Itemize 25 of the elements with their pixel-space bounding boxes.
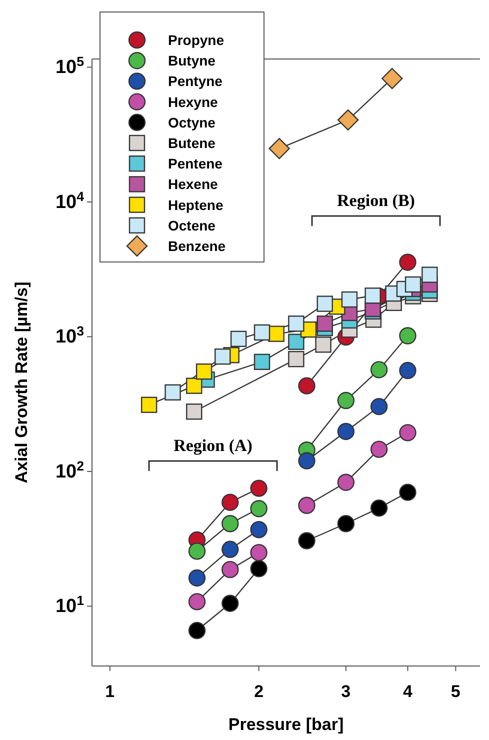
legend-label: Butene xyxy=(168,135,216,151)
legend-label: Pentyne xyxy=(168,73,223,90)
legend-label: Pentene xyxy=(168,156,223,172)
x-tick-label: 3 xyxy=(341,682,351,701)
y-tick-label: 10$^{2}$ xyxy=(55,458,84,482)
legend-label: Propyne xyxy=(168,32,224,48)
annotation: Region (A) xyxy=(174,436,252,455)
x-tick-label: 5 xyxy=(450,682,460,701)
y-tick-label: 10$^{5}$ xyxy=(55,54,85,78)
y-tick-label: 10$^{1}$ xyxy=(55,592,85,618)
legend-label: Heptene xyxy=(168,196,224,213)
legend-label: Benzene xyxy=(168,238,226,254)
legend-label: Octyne xyxy=(168,114,216,130)
legend-label: Octene xyxy=(168,217,216,234)
legend-label: Butyne xyxy=(168,52,216,69)
x-tick-label: 2 xyxy=(254,682,264,701)
legend-label: Hexyne xyxy=(168,94,218,110)
y-tick-label: 10$^{4}$ xyxy=(55,188,85,213)
legend-label: Hexene xyxy=(168,176,218,192)
x-tick-label: 1 xyxy=(105,682,115,701)
x-axis-title: Pressure [bar] xyxy=(228,715,344,734)
annotation: Region (B) xyxy=(337,191,415,210)
y-tick-label: 10$^{3}$ xyxy=(55,323,84,348)
x-tick-label: 4 xyxy=(402,682,413,701)
y-axis-title: Axial Growth Rate [µm/s] xyxy=(12,282,31,484)
